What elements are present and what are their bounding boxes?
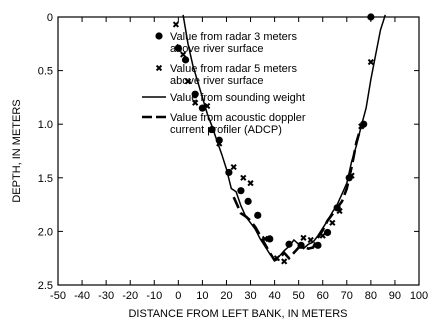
radar-5m-point (184, 78, 192, 85)
x-tick-label: 0 (175, 290, 181, 302)
x-tick-label: 90 (389, 290, 401, 302)
legend-symbol-radar-5m (155, 64, 163, 72)
radar-3m-point (244, 197, 252, 205)
radar-3m-point (181, 56, 190, 64)
x-tick-label: 80 (365, 290, 377, 302)
legend-label: Value from acoustic doppler (170, 112, 306, 124)
legend-label: Value from radar 5 meters (170, 63, 297, 75)
radar-5m-point (307, 236, 314, 244)
radar-5m-point (180, 51, 187, 58)
legend-label: above river surface (170, 43, 264, 55)
x-tick-label: -50 (50, 290, 66, 302)
legend-label: Value from sounding weight (170, 92, 305, 104)
x-tick-label: 50 (293, 290, 305, 302)
radar-5m-point (329, 219, 336, 226)
x-axis-title: DISTANCE FROM LEFT BANK, IN METERS (128, 308, 347, 320)
legend-label: Value from radar 3 meters (170, 31, 297, 43)
x-tick-label: -40 (74, 290, 90, 302)
x-tick-label: 70 (341, 290, 353, 302)
y-tick-label: 2.5 (38, 280, 53, 292)
radar-3m-point (254, 211, 262, 219)
x-tick-label: -20 (122, 290, 138, 302)
radar-5m-point (192, 99, 199, 106)
radar-5m-point (300, 234, 307, 241)
radar-3m-point (198, 104, 206, 112)
y-tick-label: 0.5 (38, 66, 53, 78)
radar-5m-point (336, 207, 343, 215)
legend-label: current profiler (ADCP) (170, 124, 282, 136)
radar-3m-point (237, 187, 245, 195)
x-tick-label: 40 (268, 290, 280, 302)
legend-label: above river surface (170, 75, 264, 87)
radar-5m-point (367, 58, 374, 66)
radar-3m-point (367, 13, 375, 21)
x-axis-ticks: -50 -40 -30 -20 -10 0 10 20 30 40 50 60 70 80 90 100 (50, 17, 428, 302)
radar-5m-point (247, 180, 254, 187)
series-2 (172, 21, 374, 265)
radar-5m-point (172, 21, 180, 28)
x-tick-label: 20 (220, 290, 232, 302)
y-tick-label: 0 (47, 12, 53, 24)
y-tick-label: 1.5 (38, 173, 53, 185)
series-layer (172, 13, 387, 265)
adcp-line (232, 121, 367, 262)
x-tick-label: 100 (410, 290, 428, 302)
radar-3m-point (174, 44, 182, 52)
legend-symbol-radar-3m (155, 32, 163, 40)
x-tick-label: 10 (196, 290, 208, 302)
y-tick-label: 1.0 (38, 119, 53, 131)
series-4 (232, 121, 367, 262)
radar-3m-point (285, 240, 293, 248)
y-axis-ticks: 0 0.5 1.0 1.5 2.0 2.5 (38, 12, 419, 292)
radar-5m-point (230, 163, 237, 171)
radar-5m-point (240, 174, 247, 181)
y-axis-title: DEPTH, IN METERS (11, 99, 23, 202)
radar-5m-point (281, 258, 288, 265)
x-tick-label: 30 (244, 290, 256, 302)
plot-frame (57, 16, 420, 286)
radar-3m-point (191, 90, 199, 98)
radar-3m-point (266, 235, 274, 243)
y-tick-label: 2.0 (38, 226, 53, 238)
radar-3m-point (323, 228, 332, 237)
x-tick-label: -10 (146, 290, 162, 302)
x-tick-label: -30 (98, 290, 114, 302)
x-tick-label: 60 (317, 290, 329, 302)
